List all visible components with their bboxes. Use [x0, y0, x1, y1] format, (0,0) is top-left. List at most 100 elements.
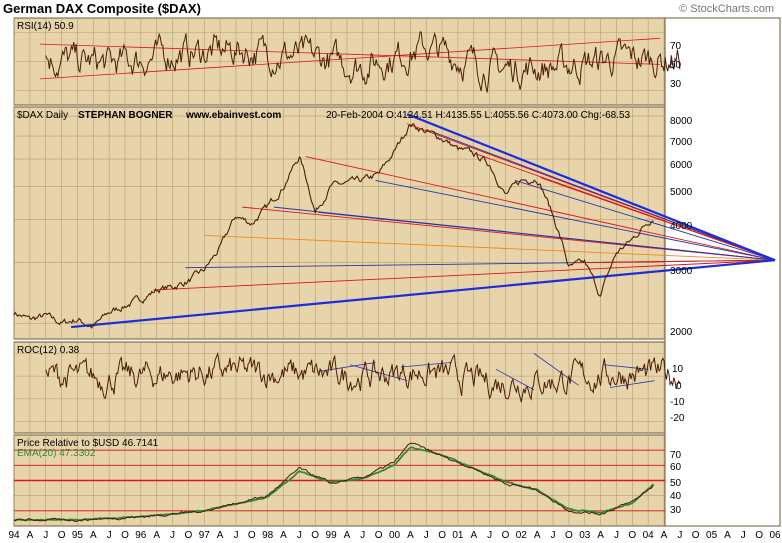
roc-guide-line [603, 364, 649, 370]
fan-line [305, 156, 776, 261]
x-tick-label: A [597, 530, 604, 541]
ema-label: EMA(20) 47.3302 [17, 448, 96, 459]
price-tick-6000: 6000 [670, 160, 693, 171]
roc-guide-line [495, 368, 535, 391]
rsi-label: RSI(14) 50.9 [17, 21, 74, 32]
x-tick-label: 04 [643, 530, 655, 541]
roc-tick-minus10: -10 [670, 397, 685, 408]
ema-line [14, 446, 655, 522]
credit-text: © StockCharts.com [679, 3, 774, 15]
x-tick-label: 97 [199, 530, 211, 541]
x-tick-label: J [424, 530, 429, 541]
x-tick-label: A [217, 530, 224, 541]
x-tick-label: 00 [389, 530, 401, 541]
x-tick-label: O [58, 530, 66, 541]
x-tick-label: A [153, 530, 160, 541]
x-tick-label: A [470, 530, 477, 541]
fan-line [375, 180, 776, 261]
x-tick-label: O [565, 530, 573, 541]
fan-line [204, 234, 776, 261]
relative-tick-30: 30 [670, 505, 682, 516]
x-tick-label: O [121, 530, 129, 541]
x-tick-label: J [614, 530, 619, 541]
x-tick-label: J [741, 530, 746, 541]
x-tick-label: O [375, 530, 383, 541]
price-site: www.ebainvest.com [185, 110, 281, 121]
roc-label: ROC(12) 0.38 [17, 345, 80, 356]
roc-guide-line [400, 362, 452, 368]
roc-line [45, 351, 681, 403]
price-panel [13, 106, 666, 340]
x-tick-label: 02 [516, 530, 528, 541]
x-tick-label: J [297, 530, 302, 541]
roc-guide-line [350, 364, 408, 382]
x-tick-label: J [234, 530, 239, 541]
series [13, 31, 681, 522]
roc-tick-10: 10 [672, 364, 684, 375]
roc-guide-line [610, 380, 655, 388]
x-tick-label: O [628, 530, 636, 541]
x-tick-label: 01 [452, 530, 464, 541]
x-tick-label: A [90, 530, 97, 541]
x-tick-label: O [311, 530, 319, 541]
fan-line [318, 211, 776, 261]
x-tick-label: 99 [326, 530, 338, 541]
relative-tick-60: 60 [670, 462, 682, 473]
price-author: STEPHAN BOGNER [78, 110, 173, 121]
fan-line [153, 259, 776, 291]
relative-label: Price Relative to $USD 46.7141 [17, 438, 159, 449]
x-tick-label: J [551, 530, 556, 541]
x-tick-label: A [661, 530, 668, 541]
price-tick-7000: 7000 [670, 137, 693, 148]
price-tick-3000: 3000 [670, 266, 693, 277]
x-tick-label: O [438, 530, 446, 541]
x-tick-label: J [360, 530, 365, 541]
chart-title: German DAX Composite ($DAX) [3, 1, 201, 16]
fan-line [572, 259, 776, 264]
x-tick-label: J [43, 530, 48, 541]
x-tick-label: O [692, 530, 700, 541]
fan-line [514, 180, 776, 261]
rsi-trendline [39, 37, 661, 80]
rsi-trendline [39, 43, 661, 65]
roc-tick-0: 0 [676, 381, 682, 392]
x-tick-label: 95 [72, 530, 84, 541]
x-tick-label: O [248, 530, 256, 541]
roc-tick-minus20: -20 [670, 413, 685, 424]
rsi-line [45, 31, 681, 93]
rsi-tick-50: 50 [670, 60, 682, 71]
price-tick-5000: 5000 [670, 187, 693, 198]
x-axis: 94 A J O 95 A J O 96 A J O 97 A J O 98 A J O 99 A J O 00 A J O 01 A J O… [8, 530, 781, 541]
x-tick-label: 05 [706, 530, 718, 541]
x-tick-label: A [724, 530, 731, 541]
x-tick-label: A [344, 530, 351, 541]
x-tick-label: J [170, 530, 175, 541]
x-tick-label: O [185, 530, 193, 541]
fan-line [432, 131, 776, 261]
fan-line [540, 177, 776, 261]
future-area [664, 17, 781, 527]
x-tick-label: 94 [8, 530, 20, 541]
x-tick-label: J [107, 530, 112, 541]
resistance-trendline [406, 113, 776, 262]
price-quote: 20-Feb-2004 O:4124.51 H:4135.55 L:4055.5… [326, 110, 631, 121]
price-tick-2000: 2000 [670, 327, 693, 338]
price-symbol: $DAX Daily [17, 110, 68, 121]
relative-tick-40: 40 [670, 491, 682, 502]
x-tick-label: 03 [579, 530, 591, 541]
fan-line [242, 206, 776, 261]
x-tick-label: A [534, 530, 541, 541]
x-tick-label: A [280, 530, 287, 541]
x-tick-label: 06 [769, 530, 781, 541]
fan-lines [70, 113, 776, 391]
x-tick-label: 98 [262, 530, 274, 541]
relative-tick-70: 70 [670, 450, 682, 461]
support-trendline [70, 259, 776, 329]
relative-tick-50: 50 [670, 478, 682, 489]
x-tick-label: 96 [135, 530, 147, 541]
x-tick-label: O [755, 530, 763, 541]
relative-line [13, 442, 654, 522]
x-tick-label: J [487, 530, 492, 541]
price-tick-4000: 4000 [670, 221, 693, 232]
